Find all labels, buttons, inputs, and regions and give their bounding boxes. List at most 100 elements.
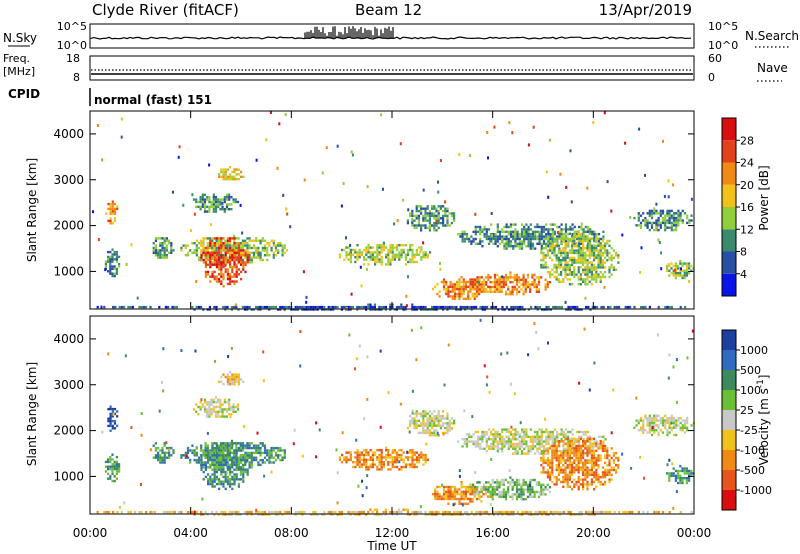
- echo-cell: [591, 445, 594, 448]
- echo-cell: [568, 464, 571, 467]
- echo-cell: [606, 473, 609, 476]
- echo-cell: [115, 472, 118, 476]
- echo-cell: [458, 280, 461, 284]
- echo-cell: [404, 256, 407, 259]
- echo-cell: [248, 463, 251, 467]
- echo-cell: [575, 459, 578, 462]
- echo-cell: [473, 295, 476, 298]
- echo-cell: [191, 242, 194, 245]
- echo-cell: [197, 246, 201, 250]
- echo-cell: [637, 429, 640, 432]
- echo-cell: [415, 419, 418, 423]
- echo-cell: [363, 463, 366, 466]
- echo-cell: [458, 290, 461, 293]
- echo-cell: [553, 440, 557, 443]
- echo-cell: [211, 249, 214, 252]
- echo-cell: [629, 305, 632, 309]
- echo-cell: [218, 480, 221, 483]
- echo-cell: [604, 249, 607, 252]
- echo-cell: [259, 258, 262, 262]
- echo-cell: [246, 251, 249, 254]
- echo-cell: [380, 468, 383, 471]
- echo-cell: [259, 454, 262, 457]
- echo-cell: [237, 173, 240, 176]
- echo-cell: [462, 490, 465, 493]
- echo-cell: [415, 205, 418, 208]
- echo-cell: [211, 263, 214, 266]
- echo-cell: [393, 465, 396, 469]
- echo-cell: [489, 288, 492, 291]
- echo-cell: [266, 451, 269, 455]
- echo-cell: [242, 268, 245, 271]
- echo-cell: [200, 466, 203, 469]
- echo-cell: [203, 401, 207, 404]
- echo-cell: [277, 456, 280, 459]
- echo-cell: [597, 256, 600, 259]
- echo-cell: [396, 246, 399, 249]
- echo-cell: [557, 478, 560, 481]
- echo-cell: [442, 283, 446, 286]
- echo-cell: [582, 433, 585, 436]
- echo-cell: [593, 440, 596, 443]
- echo-cell: [111, 479, 114, 483]
- echo-cell: [236, 403, 240, 406]
- echo-cell: [571, 261, 574, 264]
- echo-cell: [451, 295, 454, 298]
- echo-cell: [109, 460, 112, 464]
- echo-cell: [226, 261, 229, 264]
- echo-cell: [208, 246, 212, 250]
- echo-cell: [222, 285, 225, 288]
- echo-cell: [487, 447, 491, 450]
- echo-cell: [629, 215, 632, 219]
- echo-cell: [224, 246, 227, 250]
- echo-cell: [577, 283, 580, 286]
- echo-cell: [281, 254, 284, 257]
- echo-cell: [526, 276, 530, 279]
- echo-cell: [538, 442, 541, 446]
- echo-cell: [540, 452, 543, 455]
- echo-cell: [224, 251, 227, 254]
- echo-cell: [679, 212, 682, 215]
- echo-cell: [662, 139, 664, 143]
- echo-cell: [538, 240, 541, 243]
- echo-cell: [107, 207, 110, 211]
- echo-cell: [365, 458, 368, 461]
- echo-cell: [363, 449, 366, 452]
- echo-cell: [571, 447, 574, 450]
- echo-cell: [385, 446, 388, 449]
- echo-cell: [584, 444, 587, 448]
- echo-cell: [553, 456, 556, 460]
- echo-cell: [551, 468, 554, 472]
- echo-cell: [653, 426, 656, 429]
- echo-cell: [248, 237, 251, 240]
- echo-cell: [549, 433, 552, 436]
- echo-cell: [456, 288, 459, 291]
- echo-cell: [476, 440, 480, 443]
- echo-cell: [113, 427, 117, 430]
- echo-cell: [595, 237, 598, 240]
- echo-cell: [244, 244, 247, 247]
- echo-cell: [237, 273, 240, 276]
- echo-cell: [233, 265, 236, 269]
- echo-cell: [231, 456, 234, 459]
- echo-cell: [476, 278, 479, 281]
- echo-cell: [270, 305, 273, 309]
- echo-cell: [358, 461, 361, 464]
- echo-cell: [546, 488, 549, 491]
- echo-cell: [555, 468, 558, 472]
- echo-cell: [514, 428, 517, 431]
- echo-cell: [527, 450, 530, 453]
- echo-cell: [679, 216, 682, 220]
- echo-cell: [163, 251, 166, 254]
- echo-cell: [525, 233, 528, 236]
- echo-cell: [601, 275, 604, 279]
- echo-cell: [582, 259, 585, 262]
- echo-cell: [608, 471, 611, 474]
- echo-cell: [426, 426, 429, 430]
- echo-cell: [593, 464, 596, 467]
- echo-cell: [465, 235, 469, 238]
- echo-cell: [604, 461, 607, 464]
- echo-cell: [233, 254, 236, 257]
- echo-cell: [567, 435, 570, 438]
- echo-cell: [593, 452, 596, 455]
